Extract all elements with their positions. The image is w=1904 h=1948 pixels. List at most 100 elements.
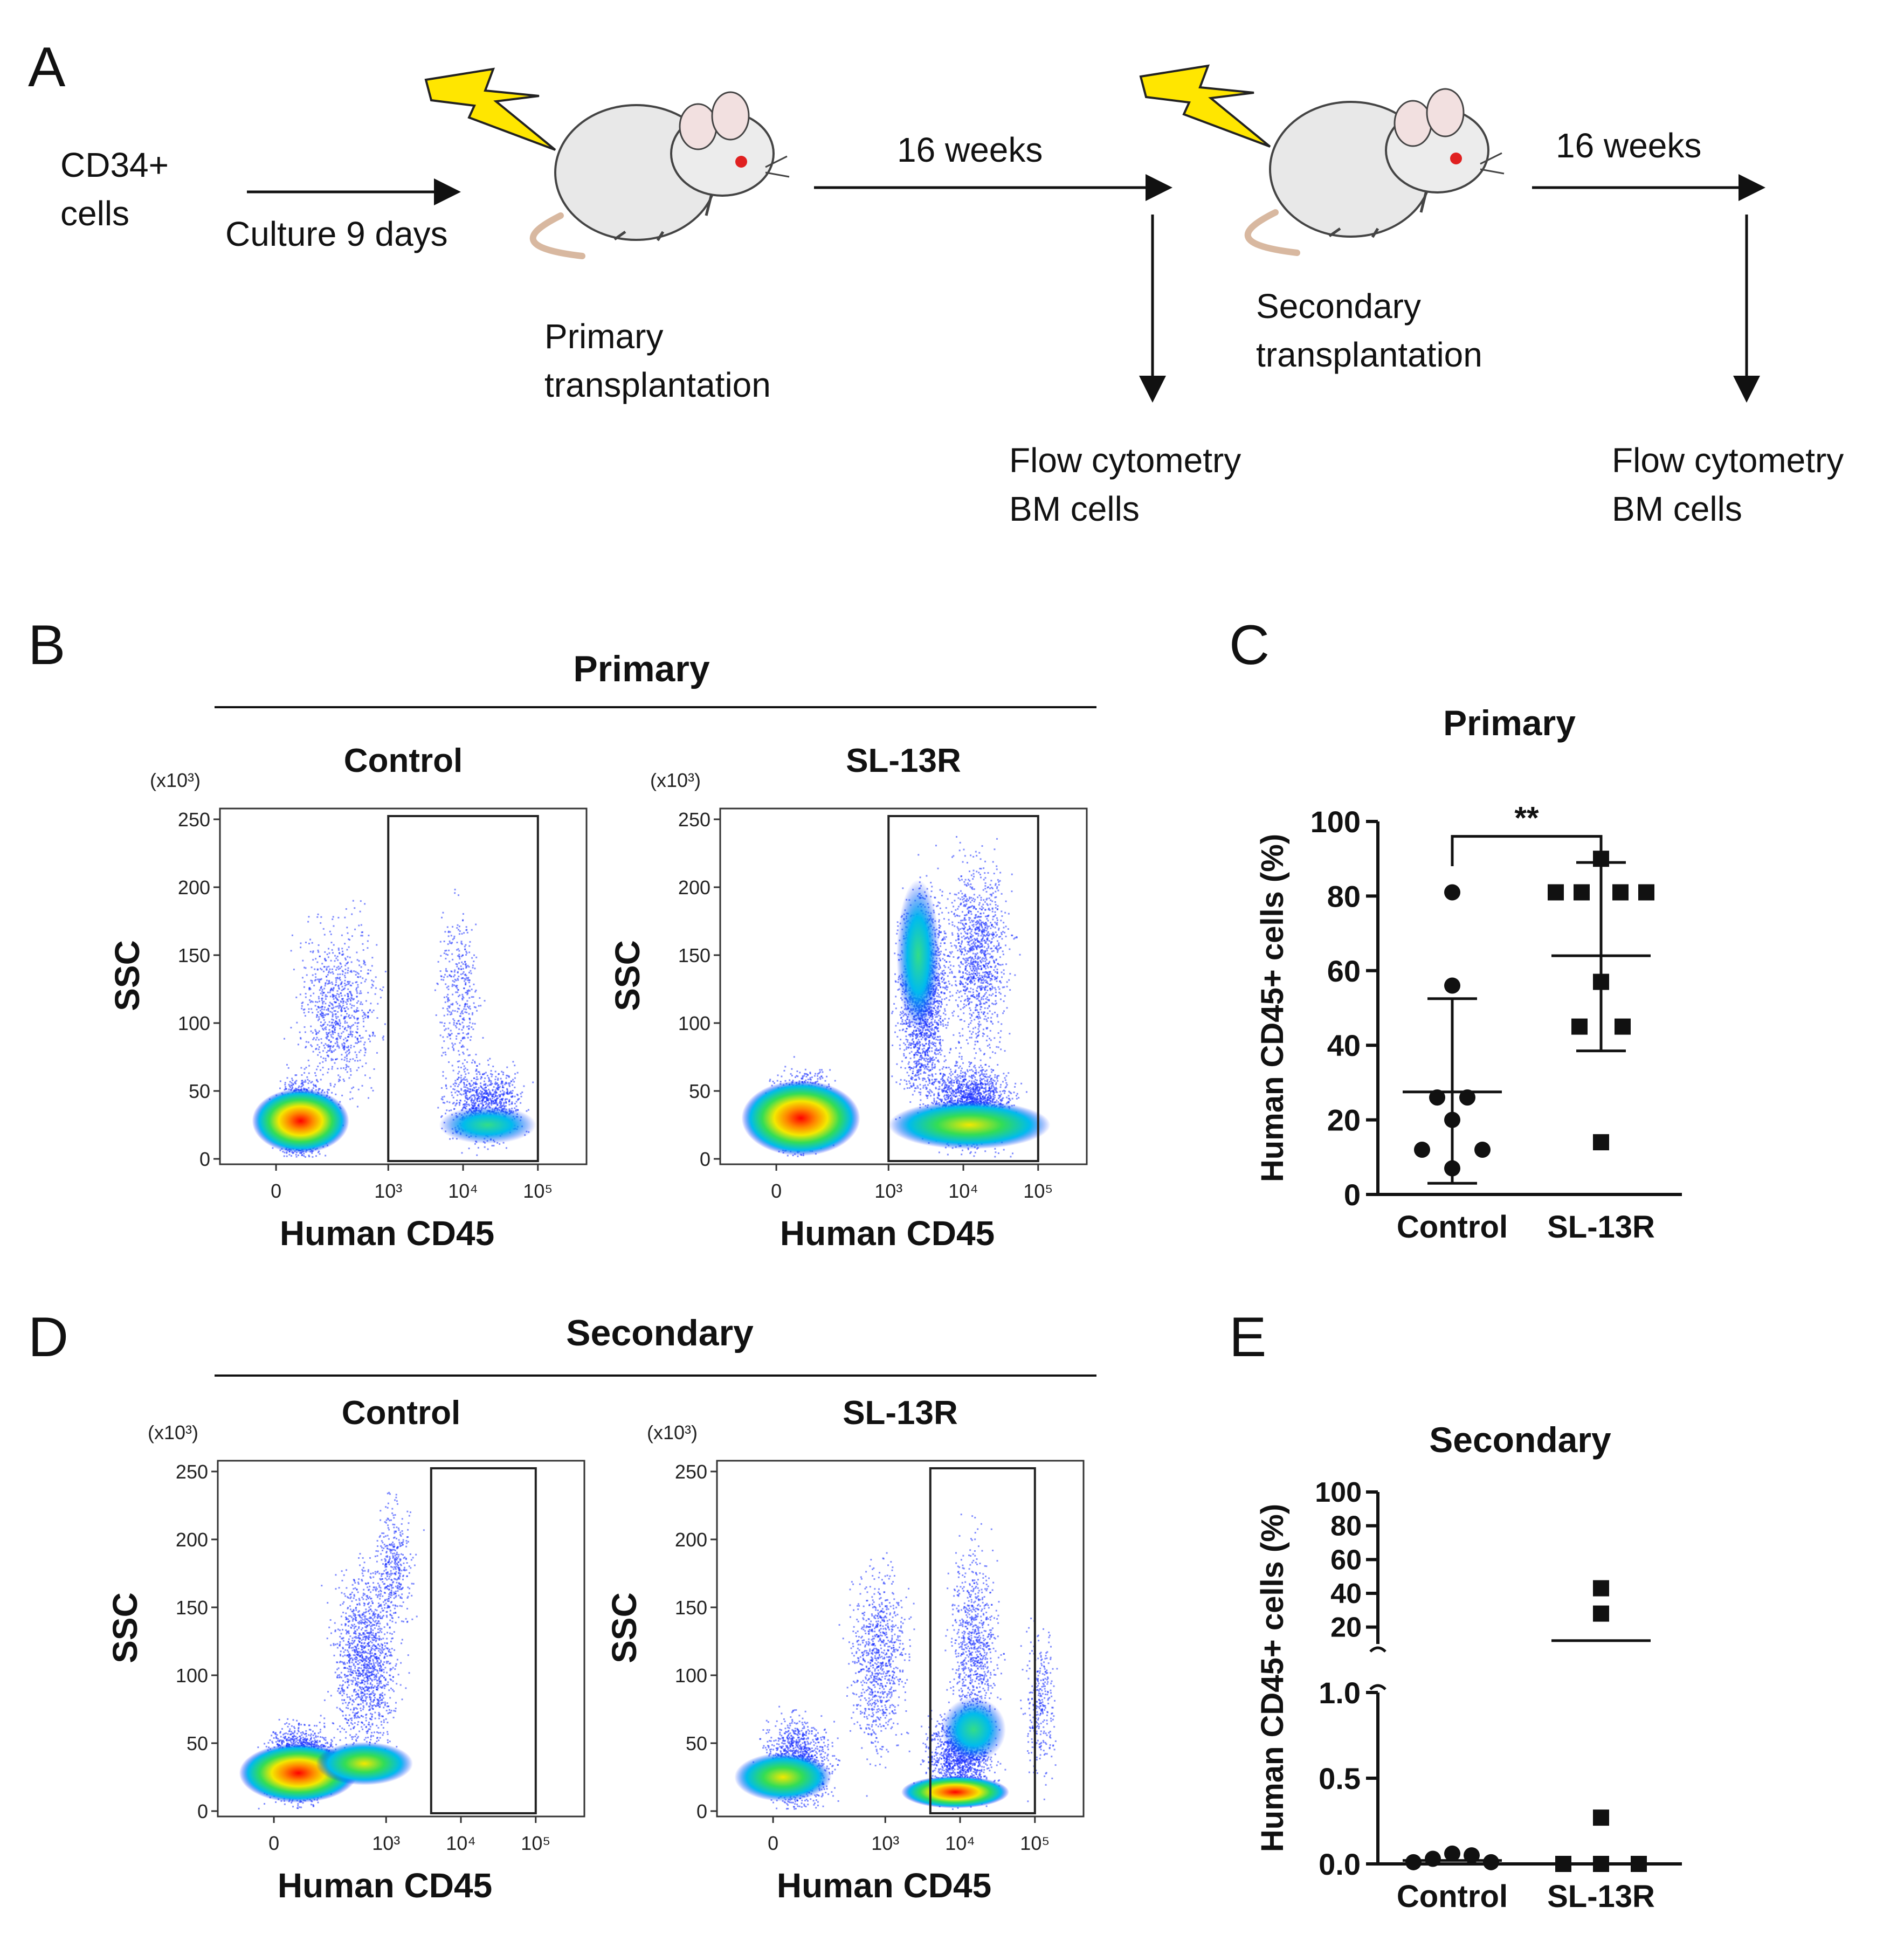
category-label: SL-13R xyxy=(1547,1879,1655,1914)
data-point xyxy=(1444,884,1460,901)
flow-y-tick: 0 xyxy=(199,1148,210,1170)
flow1-label-line2: BM cells xyxy=(1009,489,1140,528)
y-tick-label: 80 xyxy=(1327,879,1361,913)
gate-rectangle xyxy=(430,1467,537,1814)
flow-y-tick: 50 xyxy=(689,1080,710,1102)
flow-y-unit: (x10³) xyxy=(647,1421,698,1443)
data-point xyxy=(1593,1134,1609,1151)
data-point xyxy=(1593,1605,1609,1622)
flow-x-tick: 10⁴ xyxy=(948,1180,978,1202)
flow-y-unit: (x10³) xyxy=(150,769,201,791)
y-axis-label: Human CD45+ cells (%) xyxy=(1255,834,1290,1182)
significance-label: ** xyxy=(1514,801,1539,836)
flow-plot-title: SL-13R xyxy=(846,742,961,779)
data-point xyxy=(1574,884,1590,901)
flow-x-tick: 10⁵ xyxy=(1023,1180,1053,1202)
data-point xyxy=(1414,1141,1430,1158)
flow-x-label: Human CD45 xyxy=(777,1866,991,1905)
axis-break-mark xyxy=(1369,1646,1386,1653)
significance-bracket xyxy=(1451,835,1603,867)
flow-y-tick: 50 xyxy=(189,1080,210,1102)
flow-density xyxy=(252,1088,536,1153)
panel-letter-b: B xyxy=(28,614,65,676)
data-point xyxy=(1483,1854,1499,1870)
y-tick-label: 0 xyxy=(1344,1178,1361,1212)
flow-y-tick: 250 xyxy=(176,1461,208,1483)
y-tick-label: 40 xyxy=(1327,1028,1361,1062)
y-tick-label: 0.5 xyxy=(1319,1762,1361,1795)
panel-d-title: Secondary xyxy=(566,1313,754,1353)
data-point xyxy=(1638,884,1654,901)
flow-y-tick: 250 xyxy=(678,809,710,831)
flow-y-label: SSC xyxy=(106,1592,144,1663)
flow-density xyxy=(734,1697,1009,1808)
flow-y-tick: 200 xyxy=(678,876,710,899)
flow-plot-title: SL-13R xyxy=(843,1394,958,1432)
data-point xyxy=(1425,1850,1441,1867)
flow-y-tick: 200 xyxy=(675,1529,707,1551)
chart-title: Primary xyxy=(1443,703,1576,743)
data-point xyxy=(1555,1856,1571,1872)
flow-y-tick: 50 xyxy=(187,1732,208,1754)
flow-x-tick: 10³ xyxy=(874,1180,902,1202)
flow-plot-title: Control xyxy=(342,1394,460,1432)
flow-y-tick: 0 xyxy=(197,1800,208,1822)
flow-y-tick: 0 xyxy=(700,1148,710,1170)
flow-x-tick: 0 xyxy=(768,1832,778,1854)
data-point xyxy=(1615,1018,1631,1035)
flow-y-tick: 200 xyxy=(176,1529,208,1551)
data-point xyxy=(1571,1018,1588,1035)
data-point xyxy=(1429,1089,1445,1106)
data-point xyxy=(1474,1141,1491,1158)
flow-density xyxy=(741,880,1051,1156)
flow-y-tick: 100 xyxy=(176,1664,208,1687)
flow-y-label: SSC xyxy=(605,1592,644,1663)
y-tick-label: 60 xyxy=(1327,954,1361,988)
flow-x-tick: 10³ xyxy=(374,1180,402,1202)
flow-x-label: Human CD45 xyxy=(278,1866,492,1905)
panel-d: D Secondary Control 0 50 100 150 200 250 (x10³)… xyxy=(28,1306,1096,1905)
secondary-label-line2: transplantation xyxy=(1256,335,1482,374)
panel-letter-c: C xyxy=(1229,614,1270,676)
y-tick-label: 0.0 xyxy=(1319,1847,1361,1881)
flow-y-tick: 150 xyxy=(678,944,710,966)
y-tick-label: 80 xyxy=(1330,1511,1362,1542)
panel-b: B Primary Control 0 50 100 150 200 250 (x10³) 0 1… xyxy=(28,614,1096,1253)
primary-label-line1: Primary xyxy=(544,317,663,356)
y-tick-label: 100 xyxy=(1310,805,1361,839)
y-tick-label: 20 xyxy=(1330,1612,1362,1643)
data-point xyxy=(1548,884,1564,901)
flow-y-unit: (x10³) xyxy=(650,769,701,791)
data-point xyxy=(1631,1856,1647,1872)
data-point xyxy=(1444,1845,1460,1862)
panel-c: C Primary 0 20 40 60 80 100 Human CD45+ cells (… xyxy=(1229,614,1682,1245)
data-point xyxy=(1444,1111,1460,1128)
data-point xyxy=(1593,1856,1609,1872)
gate-rectangle xyxy=(387,815,539,1162)
flow-y-tick: 50 xyxy=(686,1732,707,1754)
start-label-line2: cells xyxy=(60,194,129,233)
flow-y-label: SSC xyxy=(608,940,647,1011)
flow-y-tick: 250 xyxy=(675,1461,707,1483)
flow-x-tick: 10⁵ xyxy=(1020,1832,1050,1854)
start-label-line1: CD34+ xyxy=(60,146,169,184)
panel-letter-e: E xyxy=(1229,1306,1266,1369)
chart-title: Secondary xyxy=(1429,1420,1611,1460)
y-tick-label: 40 xyxy=(1330,1578,1362,1609)
y-tick-label: 20 xyxy=(1327,1103,1361,1137)
panel-b-title: Primary xyxy=(573,648,709,689)
flow-y-tick: 100 xyxy=(178,1012,210,1034)
flow-x-tick: 10⁴ xyxy=(446,1832,476,1854)
secondary-label-line1: Secondary xyxy=(1256,287,1421,326)
flow-x-tick: 10⁵ xyxy=(521,1832,550,1854)
flow-plot-b-sl13r: SL-13R 0 50 100 150 200 250 (x10³) 0 10³ 10⁴ 10⁵ Hum… xyxy=(608,742,1088,1253)
flow-y-unit: (x10³) xyxy=(148,1421,198,1443)
lightning-bolt-icon xyxy=(1139,64,1271,148)
flow-plot-d-control: Control 0 50 100 150 200 250 (x10³) 0 10³ 10⁴ 10⁵ Hu… xyxy=(106,1394,585,1905)
data-point xyxy=(1612,884,1629,901)
data-point xyxy=(1593,973,1609,990)
flow-x-tick: 0 xyxy=(268,1832,279,1854)
y-tick-label: 60 xyxy=(1330,1544,1362,1576)
